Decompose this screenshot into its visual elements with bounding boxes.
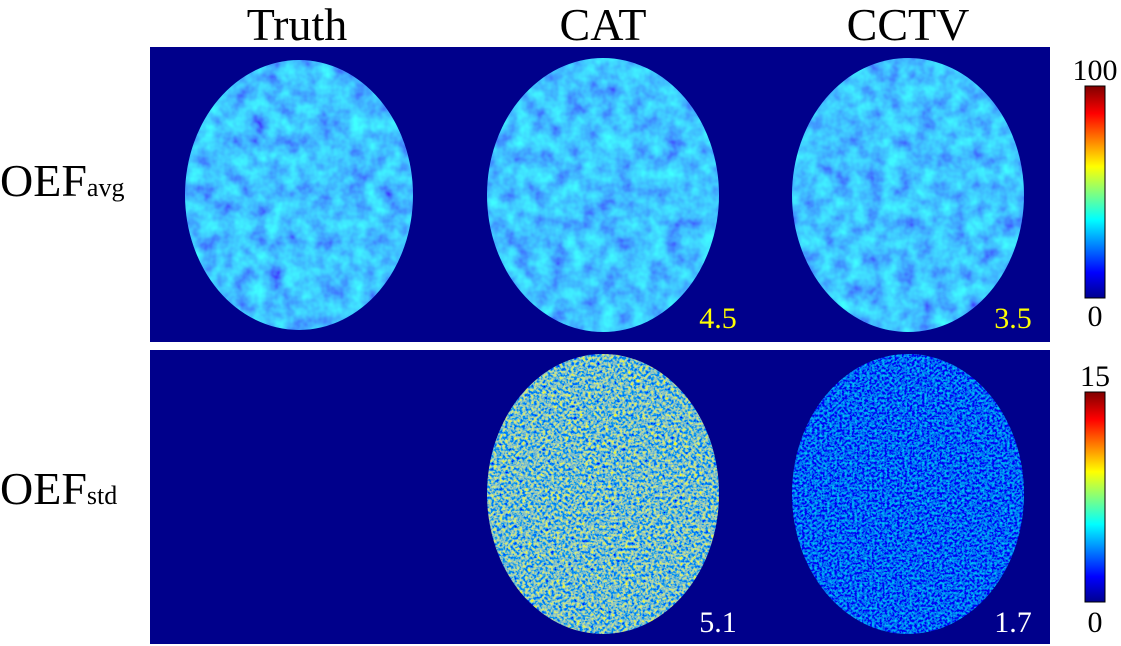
score: 5.1	[699, 606, 737, 639]
row-label-main: OEF	[0, 463, 87, 514]
brain-map	[487, 354, 719, 634]
brain-map	[792, 58, 1024, 332]
column-title: CCTV	[847, 0, 970, 50]
colorbar-min: 0	[1088, 300, 1103, 333]
brain-map	[487, 58, 719, 332]
row-label-subscript: avg	[87, 173, 125, 202]
score: 3.5	[994, 302, 1032, 335]
brain-map	[792, 354, 1024, 634]
column-title: Truth	[247, 0, 348, 50]
colorbar-max: 100	[1073, 54, 1118, 87]
row-label-subscript: std	[87, 481, 117, 510]
colorbar-min: 0	[1088, 606, 1103, 639]
row-label: OEFstd	[0, 463, 117, 514]
colorbar	[1084, 391, 1106, 603]
brain-map	[185, 60, 413, 330]
score: 4.5	[699, 302, 737, 335]
score: 1.7	[994, 606, 1032, 639]
colorbar-max: 15	[1080, 360, 1110, 393]
row-label-main: OEF	[0, 155, 87, 206]
row-label: OEFavg	[0, 155, 124, 206]
column-title: CAT	[560, 0, 647, 50]
colorbar	[1084, 85, 1106, 299]
